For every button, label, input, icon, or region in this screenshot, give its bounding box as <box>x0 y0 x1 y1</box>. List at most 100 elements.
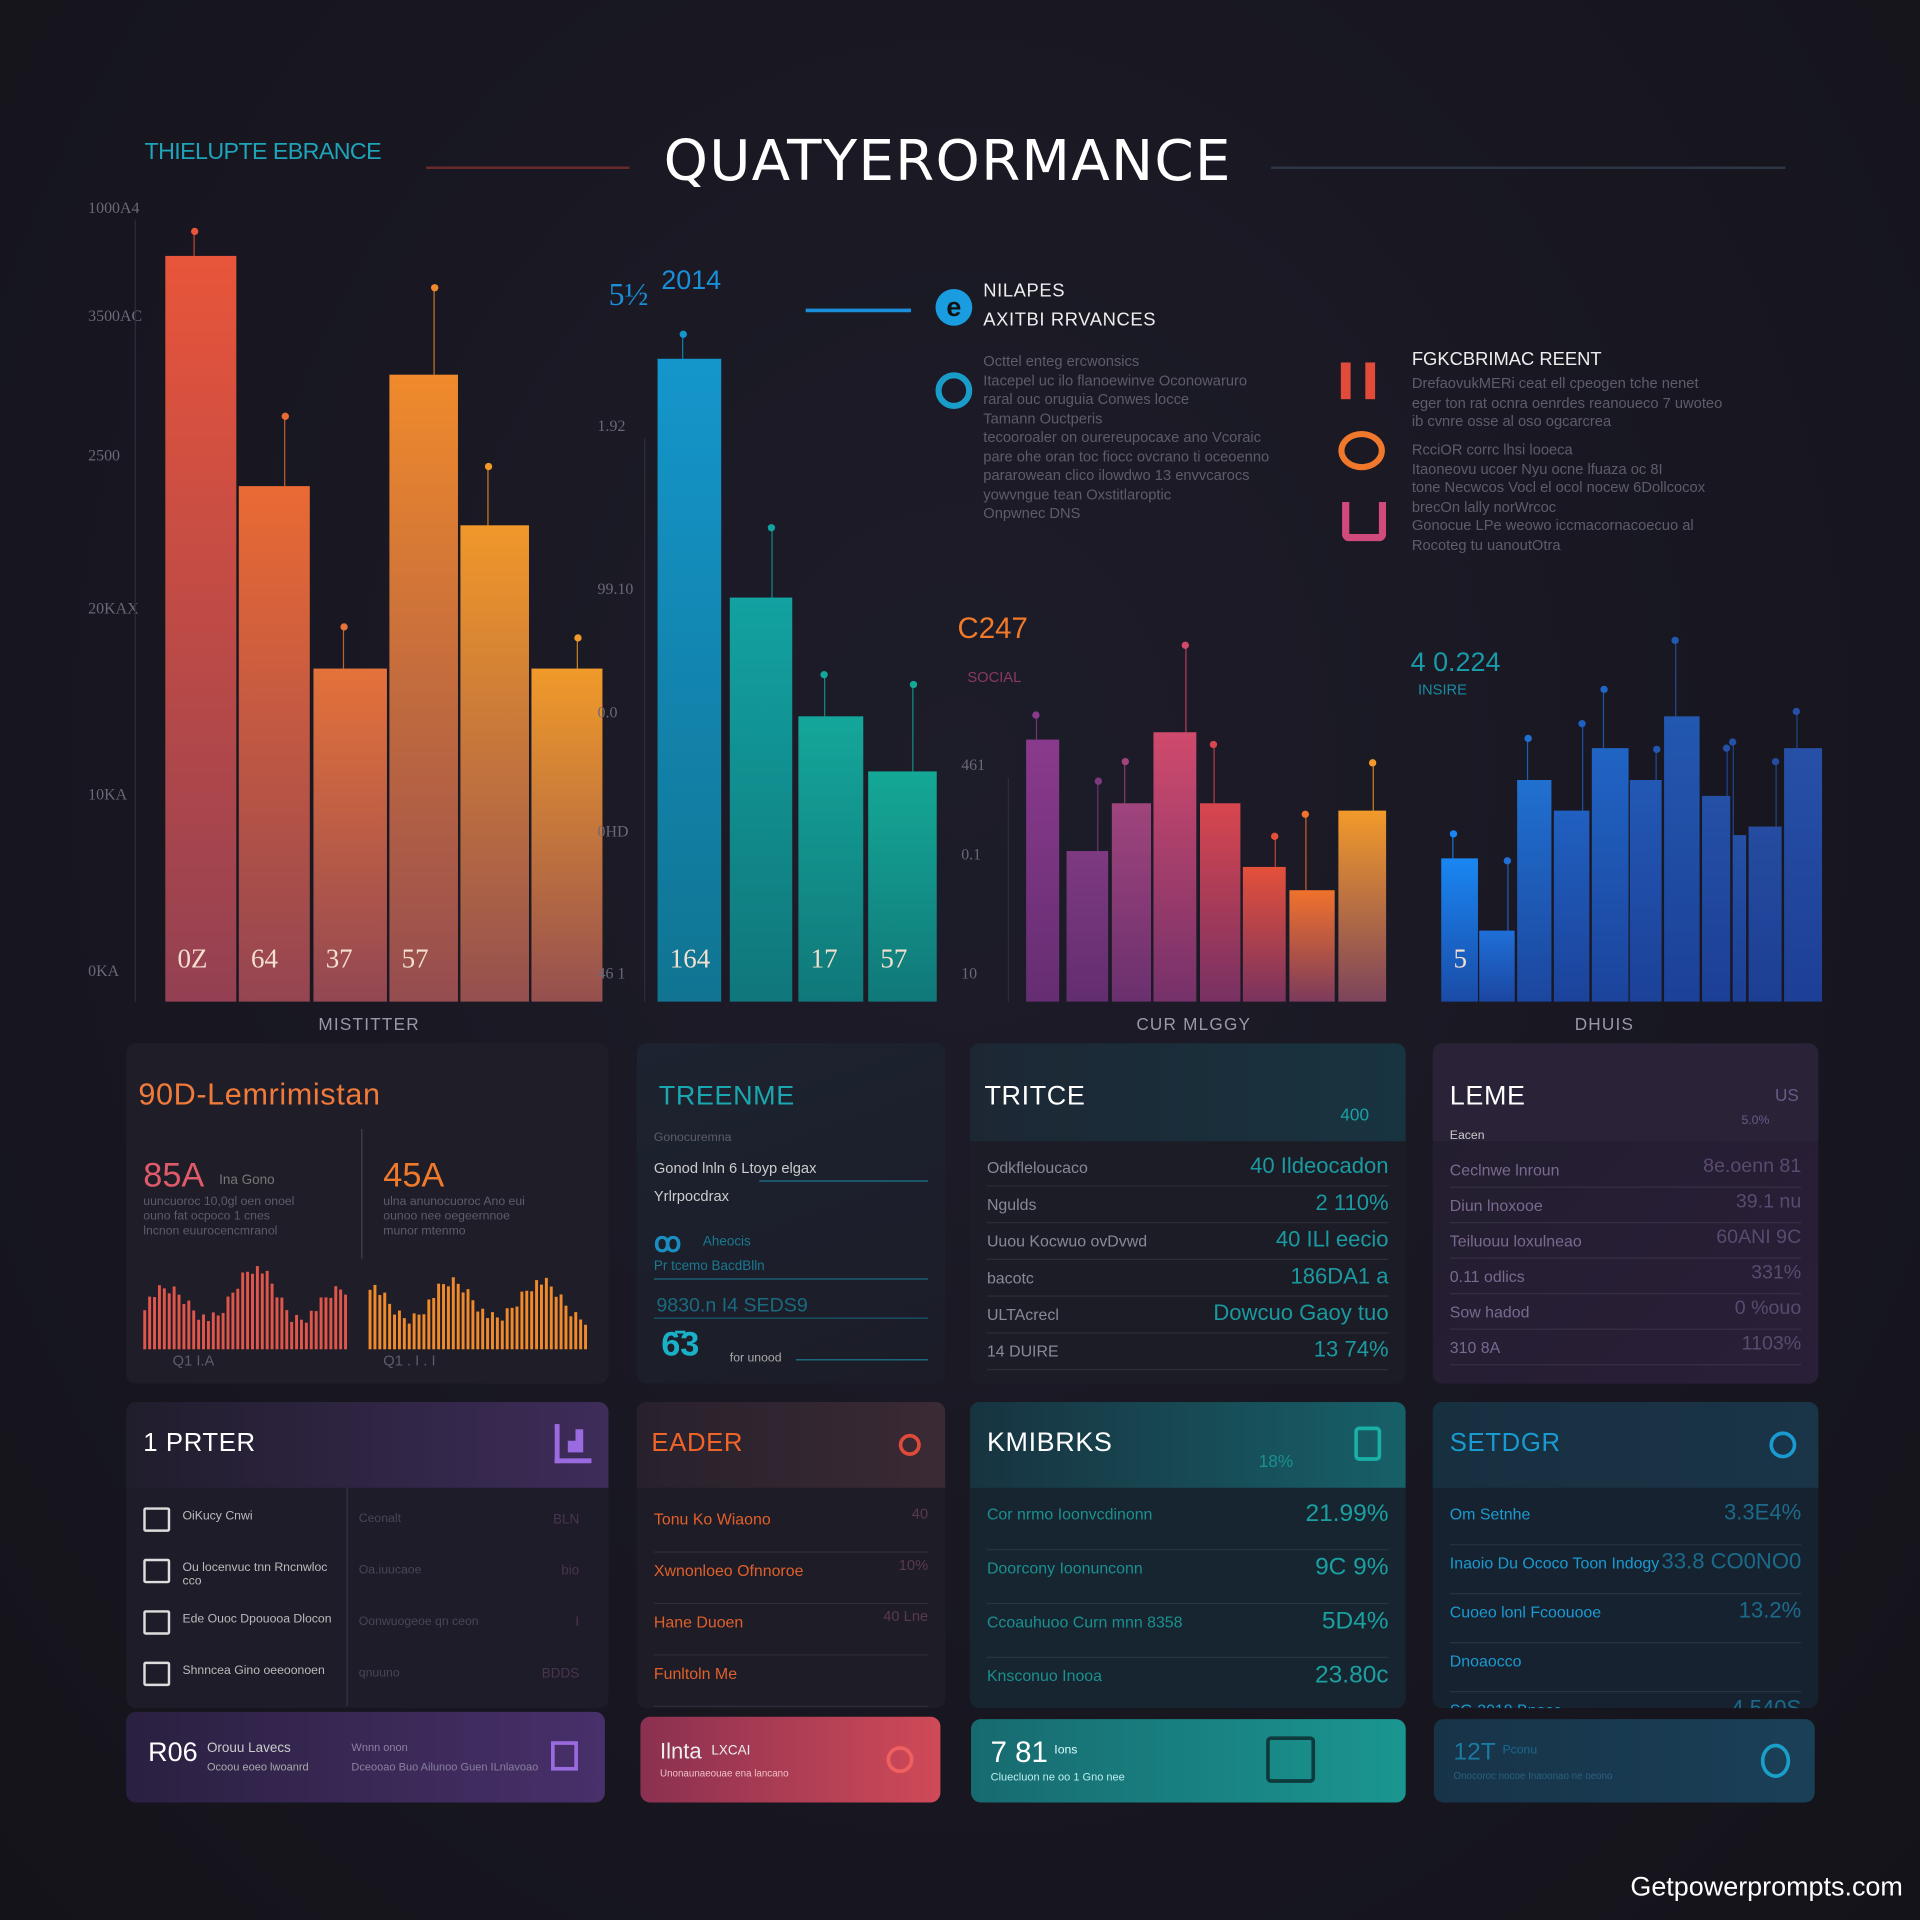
bar[interactable] <box>1289 890 1335 1002</box>
refresh-icon <box>1760 1743 1791 1778</box>
footer-card-2[interactable]: Ilnta LXCAI Unonaunaeouae ena lancano <box>640 1716 941 1803</box>
panel-b-row1: Gonod lnln 6 Ltoyp elgax <box>653 1159 817 1177</box>
spark-bar <box>397 1310 401 1350</box>
spark-bar <box>476 1311 480 1350</box>
row-label: 14 DUIRE <box>986 1342 1059 1361</box>
bar[interactable] <box>1200 803 1241 1002</box>
bar[interactable] <box>1242 866 1286 1002</box>
bar[interactable] <box>1153 731 1197 1002</box>
spark-bar <box>153 1297 157 1350</box>
footer-1-l1: Orouu Lavecs <box>206 1741 291 1756</box>
spark-bar <box>451 1277 455 1350</box>
row-label: Om Setnhe <box>1449 1504 1531 1524</box>
shield-icon[interactable] <box>1354 1426 1382 1461</box>
bar[interactable] <box>1748 827 1782 1002</box>
row-divider <box>986 1295 1389 1297</box>
bar[interactable] <box>1026 739 1060 1002</box>
y-tick-label: 99.10 <box>597 579 634 598</box>
bar[interactable] <box>1517 779 1552 1002</box>
marker-stem <box>193 231 195 256</box>
paragraph-line: RcciOR corrc lhsi looeca <box>1411 440 1573 458</box>
spark-bar <box>221 1312 225 1350</box>
row-value: 23.80c <box>1315 1661 1389 1689</box>
title-divider-left <box>426 166 630 169</box>
bar[interactable] <box>1664 715 1700 1002</box>
bar[interactable] <box>531 668 603 1002</box>
page-title: QUATYERORMANCE <box>663 127 1232 194</box>
bar[interactable] <box>165 255 237 1002</box>
bar[interactable] <box>238 485 310 1002</box>
bar[interactable] <box>798 715 864 1002</box>
footer-3-l2: Cluecluon ne oo 1 Gno nee <box>990 1770 1125 1783</box>
spark-bar <box>520 1291 524 1350</box>
bar[interactable] <box>389 374 458 1002</box>
dashboard-subtitle: THIELUPTE EBRANCE <box>144 139 382 166</box>
panel-a-text2: ulna anunocuoroc Ano eui ounoo nee oegeer… <box>383 1195 525 1239</box>
search-icon[interactable] <box>898 1433 921 1456</box>
footer-card-1[interactable]: R06 Orouu Lavecs Ocoou eoeo lwoanrd Wnnn… <box>126 1711 605 1803</box>
row-value: 10% <box>898 1556 929 1574</box>
spark-bar <box>549 1286 553 1350</box>
spark-bar <box>192 1310 196 1350</box>
bar-label: 17 <box>810 942 838 974</box>
paragraph-line: raral ouc oruguia Conwes locce <box>983 390 1190 408</box>
spark-bar <box>471 1300 475 1350</box>
spark-bar <box>143 1310 147 1350</box>
panel-a-title: 90D-Lemrimistan <box>138 1077 381 1112</box>
panel-a: 90D-Lemrimistan 85A Ina Gono uuncuoroc 1… <box>126 1043 609 1384</box>
bar[interactable] <box>1591 747 1629 1002</box>
paragraph-line: yowvngue tean Oxstitlaroptic <box>983 485 1172 503</box>
spark-bar <box>157 1285 161 1350</box>
footer-4-l2: Onocoroc nocoe Inaoonao ne oeono <box>1453 1770 1613 1782</box>
panel-a-value1-unit: Ina Gono <box>219 1173 275 1188</box>
bar[interactable] <box>1629 779 1662 1002</box>
spark-bar <box>344 1294 348 1350</box>
bar[interactable] <box>1338 811 1387 1002</box>
marker-stem <box>1212 744 1215 804</box>
spark-bar <box>226 1296 230 1350</box>
document-icon <box>143 1558 171 1584</box>
bar[interactable] <box>1702 795 1731 1002</box>
magnifier-icon[interactable] <box>1769 1431 1797 1459</box>
footer-card-3[interactable]: 7 81 Ions Cluecluon ne oo 1 Gno nee <box>971 1719 1406 1803</box>
row-value: 4.540S <box>1731 1696 1801 1708</box>
group3-value: C247 <box>957 612 1028 646</box>
bar[interactable] <box>313 668 387 1002</box>
row-value: 13 74% <box>1313 1337 1389 1362</box>
panel-d-sub: Eacen <box>1449 1128 1485 1143</box>
bar[interactable] <box>1479 930 1515 1002</box>
marker-stem <box>1184 644 1186 732</box>
spark-bar <box>446 1286 450 1350</box>
legend-paragraph: Octtel enteg ercwonsics Itacepel uc ilo f… <box>983 353 1269 524</box>
bar-chart-icon[interactable]: ▟ <box>554 1424 592 1464</box>
marker-stem <box>1372 763 1374 812</box>
bar[interactable] <box>729 596 793 1002</box>
spark-bar <box>407 1323 411 1350</box>
spark-bar <box>402 1318 406 1350</box>
y-tick-label: 20KAX <box>88 598 139 618</box>
row-label: Uuou Kocwuo ovDvwd <box>986 1231 1148 1251</box>
bar[interactable] <box>1441 858 1478 1002</box>
marker-dot <box>1652 745 1660 753</box>
bar[interactable] <box>1111 803 1152 1002</box>
panel-b-row5: 9830.n I4 SEDS9 <box>656 1295 808 1317</box>
bar[interactable] <box>460 525 529 1002</box>
footer-card-4[interactable]: 12T Pconu Onocoroc nocoe Inaoonao ne oeo… <box>1433 1719 1815 1803</box>
spark-bar <box>300 1319 303 1350</box>
marker-stem <box>1581 724 1583 812</box>
bar[interactable] <box>1732 834 1747 1002</box>
bar[interactable] <box>1066 850 1109 1002</box>
row-divider <box>986 1368 1389 1371</box>
panel-a-axis1: Q1 I.A <box>172 1351 215 1369</box>
marker-dot <box>1368 759 1377 768</box>
y-tick-label: 0.0 <box>597 702 618 722</box>
panel-e-title: 1 PRTER <box>143 1428 256 1458</box>
row-value: 40 Lne <box>883 1607 929 1625</box>
row-middle: Oa.iuucaoe <box>358 1563 422 1578</box>
bar[interactable] <box>1784 747 1823 1002</box>
bar[interactable] <box>1553 811 1590 1002</box>
bar[interactable] <box>657 358 722 1002</box>
bar[interactable] <box>868 771 937 1002</box>
marker-dot <box>1449 830 1457 838</box>
progress-line <box>759 1180 929 1182</box>
